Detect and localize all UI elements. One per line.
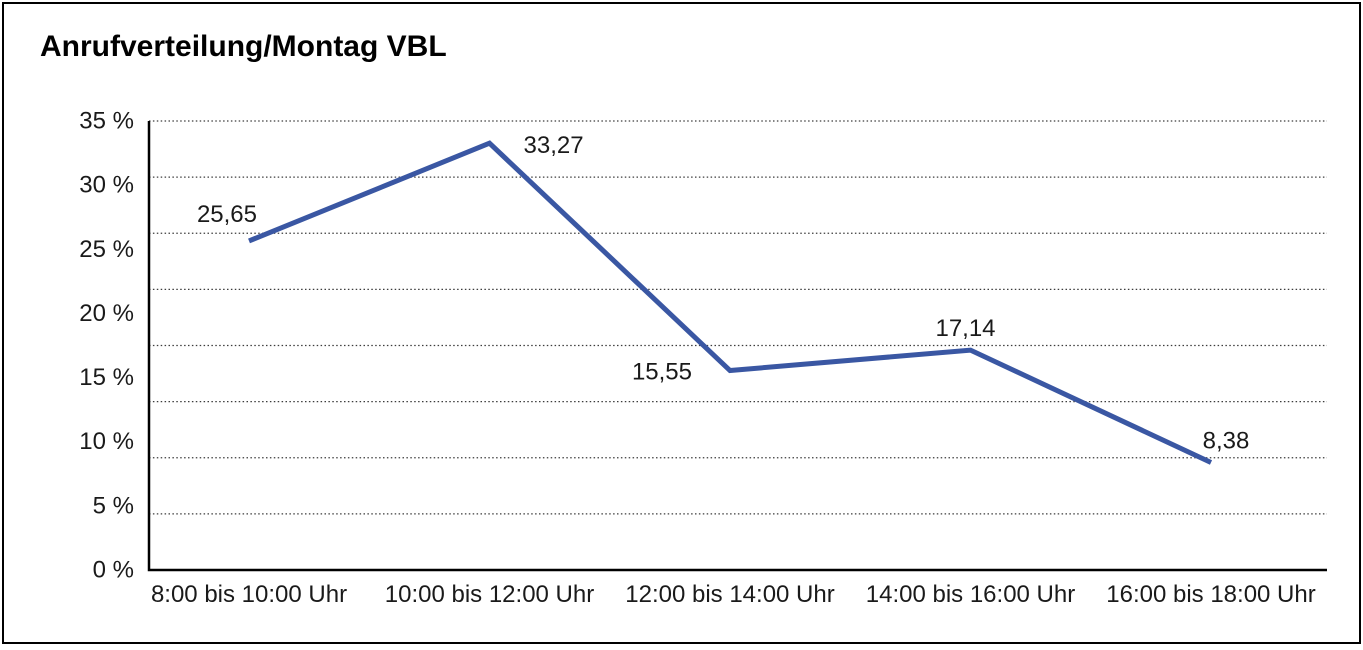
y-axis-tick-label: 15 % — [79, 364, 134, 391]
chart-title: Anrufverteilung/Montag VBL — [40, 30, 447, 63]
data-point-label: 17,14 — [935, 315, 995, 342]
y-axis-tick-label: 35 % — [79, 108, 134, 135]
x-axis-category-label: 16:00 bis 18:00 Uhr — [1106, 581, 1315, 608]
axis-lines — [147, 121, 1327, 572]
y-axis-tick-label: 5 % — [93, 492, 134, 519]
y-axis-tick-label: 30 % — [79, 172, 134, 199]
x-axis-category-label: 12:00 bis 14:00 Uhr — [625, 581, 834, 608]
x-axis-category-label: 8:00 bis 10:00 Uhr — [151, 581, 347, 608]
data-point-label: 8,38 — [1203, 427, 1250, 454]
data-point-label: 15,55 — [632, 359, 692, 386]
y-axis-tick-label: 25 % — [79, 236, 134, 263]
y-axis-tick-label: 0 % — [93, 557, 134, 584]
x-axis-category-label: 10:00 bis 12:00 Uhr — [385, 581, 594, 608]
y-axis-tick-label: 10 % — [79, 428, 134, 455]
x-axis-category-label: 14:00 bis 16:00 Uhr — [866, 581, 1075, 608]
y-axis-tick-label: 20 % — [79, 300, 134, 327]
data-point-label: 25,65 — [197, 201, 257, 228]
data-line — [248, 140, 1213, 465]
line-chart-canvas: 0 % 5 % 10 % 15 % 20 % 25 % 30 % 35 % 8:00 bis 1… — [79, 108, 1327, 608]
data-point-label: 33,27 — [524, 132, 584, 159]
